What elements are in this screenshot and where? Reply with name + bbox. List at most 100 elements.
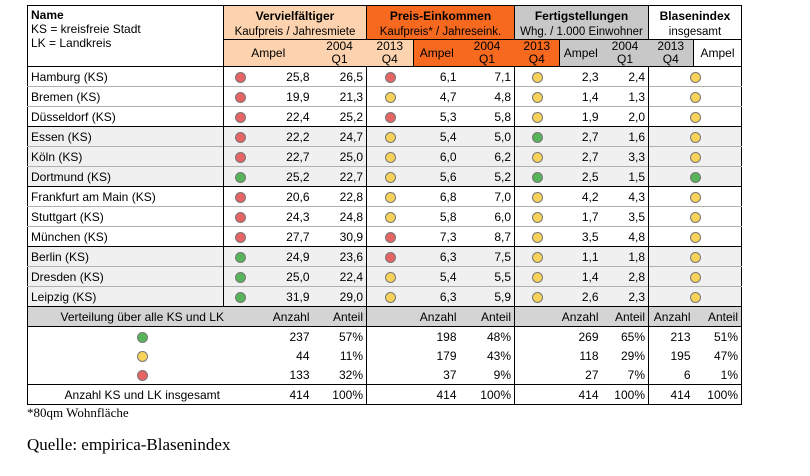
- f-2004-value: 2,6: [559, 286, 602, 307]
- ampel-yellow-icon: [136, 350, 148, 362]
- p-anteil-value: 43%: [486, 348, 511, 363]
- table-row: Essen (KS) 22,2 24,7 5,4 5,0 2,7 1,6: [27, 126, 742, 147]
- ampel-green-icon: [136, 331, 148, 343]
- row-name: Essen (KS): [27, 126, 224, 147]
- v-2013-value: 22,8: [312, 186, 367, 207]
- p-ampel-cell: [366, 66, 414, 87]
- v-2013-value: 29,0: [312, 286, 367, 307]
- p-2004-value: 5,4: [413, 126, 460, 147]
- ampel-red-icon: [136, 369, 148, 381]
- f-ampel-header: Ampel: [559, 39, 602, 67]
- b-anzahl-value: 6: [648, 365, 694, 385]
- v-2004-value: 25,0: [256, 266, 313, 287]
- b-ampel-cell: [648, 146, 742, 167]
- ampel-green-icon: [234, 171, 246, 183]
- blasenindex-subtitle: insgesamt: [648, 25, 742, 40]
- p-2013-value: 5,2: [459, 166, 515, 187]
- v-2013-value: 22,4: [312, 266, 367, 287]
- p-2004-value: 5,4: [413, 266, 460, 287]
- p-2013-value: 7,5: [459, 246, 515, 267]
- p-anzahl-value: 37: [366, 365, 460, 385]
- f-2004-value: 2,7: [559, 146, 602, 167]
- f-anzahl-header: Anzahl: [514, 306, 602, 327]
- v-2013-value: 25,0: [312, 146, 367, 167]
- f-2013-header: 2013 Q4: [648, 39, 694, 67]
- ampel-red-icon: [384, 231, 396, 243]
- p-2013-value: 8,7: [459, 226, 515, 247]
- v-anteil-header: Anteil: [312, 306, 367, 327]
- v-2004-value: 25,8: [256, 66, 313, 87]
- p-2004-value: 6,1: [413, 66, 460, 87]
- p-ampel-cell: [366, 226, 414, 247]
- vervielfaeltiger-title: Vervielfältiger: [223, 5, 367, 25]
- v-ampel-cell: [223, 286, 257, 307]
- row-name: Bremen (KS): [27, 86, 224, 107]
- v-2013-value: 30,9: [312, 226, 367, 247]
- ampel-red-icon: [234, 191, 246, 203]
- ampel-yellow-icon: [531, 191, 543, 203]
- table-row: München (KS) 27,7 30,9 7,3 8,7 3,5 4,8: [27, 226, 742, 247]
- f-2013-value: 1,5: [601, 166, 649, 187]
- p-2004-value: 4,7: [413, 86, 460, 107]
- f-anteil-value: 29%: [620, 348, 645, 363]
- v-ampel-cell: [223, 146, 257, 167]
- p-anzahl-value: 179: [366, 346, 460, 365]
- f-2013-value: 2,0: [601, 106, 649, 127]
- ampel-yellow-icon: [689, 191, 701, 203]
- p-ampel-cell: [366, 126, 414, 147]
- b-ampel-cell: [648, 166, 742, 187]
- ampel-yellow-icon: [689, 291, 701, 303]
- f-anteil-value: 7%: [627, 367, 645, 382]
- b-ampel-cell: [648, 126, 742, 147]
- v-2004-value: 22,2: [256, 126, 313, 147]
- p-ampel-cell: [366, 246, 414, 267]
- v-ampel-cell: [223, 66, 257, 87]
- blasenindex-table: Name KS = kreisfreie Stadt LK = Landkrei…: [27, 5, 742, 405]
- v-2013-value: 26,5: [312, 66, 367, 87]
- table-row: Düsseldorf (KS) 22,4 25,2 5,3 5,8 1,9 2,0: [27, 106, 742, 127]
- ampel-yellow-icon: [531, 271, 543, 283]
- f-2004-value: 4,2: [559, 186, 602, 207]
- ampel-yellow-icon: [384, 271, 396, 283]
- f-2013-value: 3,5: [601, 206, 649, 227]
- f-anzahl-value: 269: [514, 326, 602, 346]
- table-row: Stuttgart (KS) 24,3 24,8 5,8 6,0 1,7 3,5: [27, 206, 742, 227]
- ampel-yellow-icon: [689, 91, 701, 103]
- v-anteil-value: 57%: [312, 326, 367, 346]
- row-name: Düsseldorf (KS): [27, 106, 224, 127]
- vervielfaeltiger-subtitle: Kaufpreis / Jahresmiete: [223, 25, 367, 40]
- b-ampel-cell: [648, 86, 742, 107]
- p-2013-value: 7,0: [459, 186, 515, 207]
- fertigstellungen-title: Fertigstellungen: [514, 5, 649, 25]
- b-ampel-cell: [648, 186, 742, 207]
- ampel-red-icon: [234, 151, 246, 163]
- v-ampel-cell: [223, 126, 257, 147]
- b-anteil-value: 51%: [693, 326, 742, 346]
- preis-einkommen-subtitle: Kaufpreis* / Jahreseink.: [366, 25, 515, 40]
- p-anteil-value: 9%: [493, 367, 511, 382]
- v-anteil-value: 11%: [339, 348, 363, 363]
- f-ampel-cell: [514, 126, 560, 147]
- p-anzahl-header: Anzahl: [366, 306, 460, 327]
- b-ampel-cell: [648, 106, 742, 127]
- v-2013-value: 25,2: [312, 106, 367, 127]
- ampel-yellow-icon: [689, 211, 701, 223]
- ampel-yellow-icon: [689, 271, 701, 283]
- v-2004-value: 24,9: [256, 246, 313, 267]
- ampel-green-icon: [234, 291, 246, 303]
- b-anzahl-value: 213: [648, 326, 694, 346]
- row-name: Stuttgart (KS): [27, 206, 224, 227]
- table-row: Leipzig (KS) 31,9 29,0 6,3 5,9 2,6 2,3: [27, 286, 742, 307]
- p-2004-value: 7,3: [413, 226, 460, 247]
- f-2004-value: 1,4: [559, 86, 602, 107]
- table-row: Bremen (KS) 19,9 21,3 4,7 4,8 1,4 1,3: [27, 86, 742, 107]
- ampel-yellow-icon: [531, 71, 543, 83]
- table-row: Hamburg (KS) 25,8 26,5 6,1 7,1 2,3 2,4: [27, 66, 742, 87]
- f-ampel-cell: [514, 286, 560, 307]
- v-ampel-cell: [223, 106, 257, 127]
- ampel-green-icon: [531, 131, 543, 143]
- ampel-yellow-icon: [689, 251, 701, 263]
- ampel-yellow-icon: [384, 191, 396, 203]
- f-2004-value: 2,5: [559, 166, 602, 187]
- f-ampel-cell: [514, 266, 560, 287]
